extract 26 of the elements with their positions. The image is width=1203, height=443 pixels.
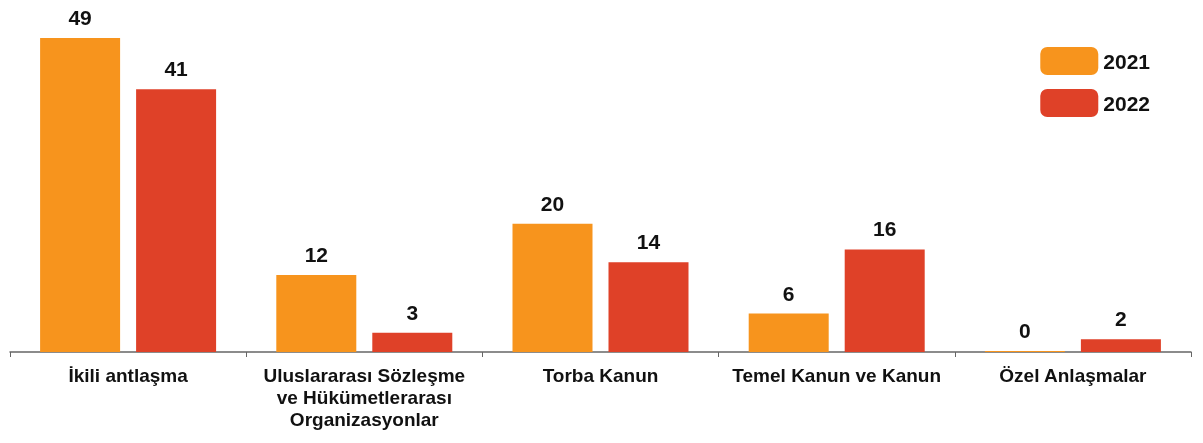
data-label: 12	[304, 243, 328, 267]
data-label: 3	[406, 300, 419, 324]
x-tick-label: Özel Anlaşmalar	[999, 364, 1148, 386]
bar	[748, 313, 829, 352]
legend-label: 2022	[1103, 91, 1150, 115]
bar	[512, 223, 593, 352]
data-label: 6	[782, 281, 795, 305]
data-label: 16	[873, 217, 897, 241]
bar	[372, 332, 453, 352]
x-tick-label: Uluslararası Sözleşme ve Hükümetlerarası Organizasyonlar	[263, 364, 466, 430]
bar	[276, 275, 357, 352]
x-tick-label: İkili antlaşma	[68, 364, 189, 386]
bar	[136, 89, 217, 352]
data-label: 0	[1019, 319, 1031, 342]
bar	[40, 38, 121, 352]
data-label: 20	[540, 191, 565, 215]
x-tick-label: Temel Kanun ve Kanun	[732, 364, 942, 386]
bar	[844, 249, 925, 352]
data-label: 49	[68, 6, 92, 29]
data-label: 14	[636, 230, 661, 254]
bar	[1080, 339, 1161, 352]
x-tick-label: Torba Kanun	[542, 364, 659, 386]
data-label: 2	[1115, 307, 1127, 331]
legend-label: 2021	[1103, 49, 1151, 73]
data-label: 41	[164, 57, 189, 81]
bar	[608, 262, 689, 352]
